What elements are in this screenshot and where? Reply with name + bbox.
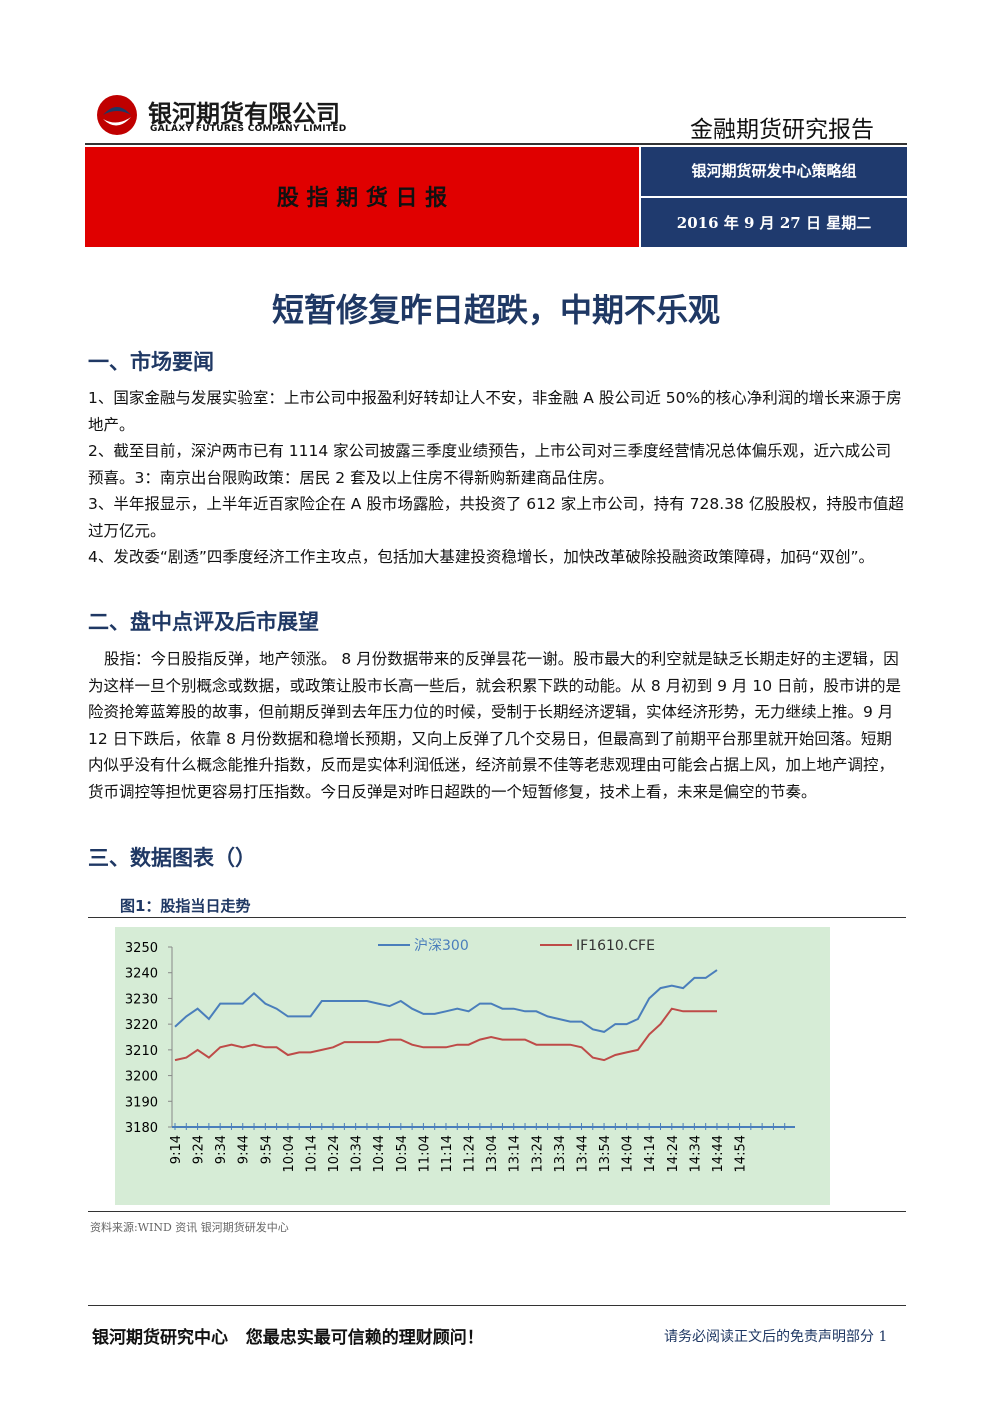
x-tick-label: 14:14 [643, 1135, 658, 1172]
x-tick-label: 10:54 [395, 1135, 410, 1172]
y-tick-label: 3180 [125, 1121, 158, 1136]
footer-disclaimer: 请务必阅读正文后的免责声明部分 1 [664, 1326, 887, 1346]
rule [88, 1211, 906, 1212]
x-tick-label: 9:54 [259, 1135, 274, 1164]
x-tick-label: 9:34 [214, 1135, 229, 1164]
banner [85, 147, 639, 247]
series-line [174, 1007, 717, 1062]
x-tick-label: 10:44 [372, 1135, 387, 1172]
paragraph: 2、截至目前，深沪两市已有 1114 家公司披露三季度业绩预告，上市公司对三季度… [88, 442, 892, 487]
company-en: GALAXY FUTURES COMPANY LIMITED [150, 124, 347, 134]
x-tick-label: 14:34 [688, 1135, 703, 1172]
rule [88, 917, 906, 918]
section-heading: 二、盘中点评及后市展望 [88, 610, 319, 634]
y-tick-label: 3250 [125, 941, 158, 956]
section-heading: 三、数据图表（） [88, 846, 256, 870]
x-tick-label: 13:04 [485, 1135, 500, 1172]
paragraph: 1、国家金融与发展实验室：上市公司中报盈利好转却让人不安，非金融 A 股公司近 … [88, 389, 902, 434]
y-tick-label: 3230 [125, 992, 158, 1007]
rule [88, 1305, 906, 1306]
section-heading: 一、市场要闻 [88, 350, 214, 374]
footer-slogan: 银河期货研究中心 您最忠实最可信赖的理财顾问！ [92, 1328, 484, 1348]
paragraph: 4、发改委“剧透”四季度经济工作主攻点，包括加大基建投资稳增长，加快改革破除投融… [88, 548, 874, 566]
logo [97, 95, 137, 135]
x-tick-label: 11:04 [417, 1135, 432, 1172]
x-tick-label: 14:04 [621, 1135, 636, 1172]
paragraph: 3、半年报显示，上半年近百家险企在 A 股市场露脸，共投资了 612 家上市公司… [88, 495, 904, 540]
banner-divider [641, 196, 907, 198]
x-tick-label: 10:14 [304, 1135, 319, 1172]
company-name: 银河期货有限公司 [148, 100, 340, 128]
x-tick-label: 11:14 [440, 1135, 455, 1172]
y-tick-label: 3220 [125, 1018, 158, 1033]
report-type: 金融期货研究报告 [690, 117, 874, 143]
report-title: 短暂修复昨日超跌，中期不乐观 [271, 291, 720, 329]
source: 资料来源:WIND 资讯 银河期货研发中心 [90, 1221, 289, 1234]
rule [85, 143, 907, 145]
y-tick-label: 3210 [125, 1044, 158, 1059]
paragraph: 股指：今日股指反弹，地产领涨。 8 月份数据带来的反弹昙花一谢。股市最大的利空就… [88, 650, 902, 801]
banner-title: 股 指 期 货 日 报 [276, 185, 448, 211]
legend-label: 沪深300 [414, 938, 469, 954]
y-tick-label: 3240 [125, 967, 158, 982]
series-line [174, 969, 718, 1033]
figure-caption: 图1：股指当日走势 [120, 897, 251, 915]
x-tick-label: 9:24 [192, 1135, 207, 1164]
x-tick-label: 10:24 [327, 1135, 342, 1172]
disclaimer: 请务必阅读正文后的免责声明部分 [664, 1329, 874, 1345]
x-tick-label: 10:04 [282, 1135, 297, 1172]
x-tick-label: 13:44 [575, 1135, 590, 1172]
team: 银河期货研发中心策略组 [691, 162, 857, 180]
x-tick-label: 13:34 [553, 1135, 568, 1172]
x-tick-label: 13:14 [508, 1135, 523, 1172]
x-tick-label: 14:54 [734, 1135, 749, 1172]
x-tick-label: 13:54 [598, 1135, 613, 1172]
page-number: 1 [878, 1329, 888, 1345]
x-tick-label: 11:24 [463, 1135, 478, 1172]
y-tick-label: 3190 [125, 1095, 158, 1110]
x-tick-label: 14:24 [666, 1135, 681, 1172]
x-tick-label: 9:14 [169, 1135, 184, 1164]
x-tick-label: 13:24 [530, 1135, 545, 1172]
x-tick-label: 9:44 [237, 1135, 252, 1164]
date: 2016 年 9 月 27 日 星期二 [676, 214, 872, 232]
x-tick-label: 10:34 [350, 1135, 365, 1172]
legend-label: IF1610.CFE [576, 938, 655, 954]
y-tick-label: 3200 [125, 1070, 158, 1085]
section-body: 1、国家金融与发展实验室：上市公司中报盈利好转却让人不安，非金融 A 股公司近 … [88, 385, 906, 571]
x-tick-label: 14:44 [711, 1135, 726, 1172]
